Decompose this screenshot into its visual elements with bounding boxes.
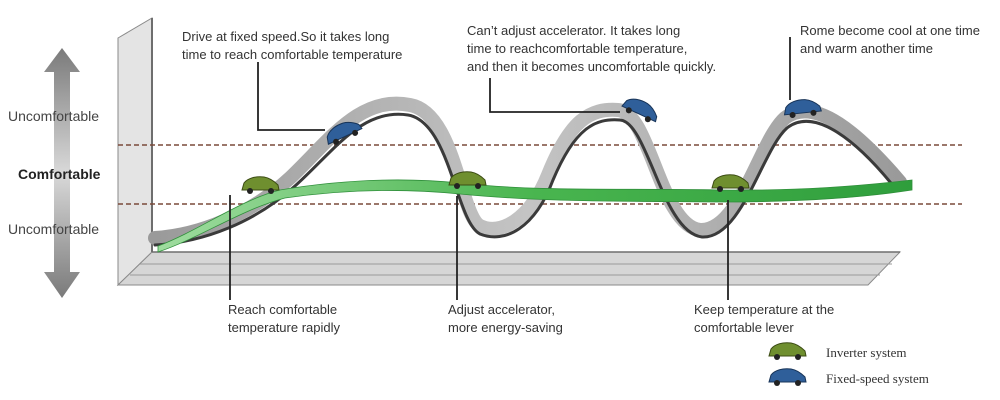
legend-inverter-label: Inverter system	[826, 345, 907, 360]
fixed-speed-note-line2: time to reach comfortable temperature	[182, 47, 402, 62]
level-label-bottom: Uncomfortable	[8, 221, 99, 237]
inverter-car-2	[448, 171, 487, 189]
rapid-note-line2: temperature rapidly	[228, 320, 340, 335]
fixed-speed-car-1	[326, 121, 363, 145]
room-note-line1: Rome become cool at one time	[800, 23, 980, 38]
accelerator-note-line1: Can’t adjust accelerator. It takes long	[467, 23, 680, 38]
accelerator-note-line3: and then it becomes uncomfortable quickl…	[467, 59, 716, 74]
accelerator-note-line2: time to reachcomfortable temperature,	[467, 41, 687, 56]
fixed-speed-note-line1: Drive at fixed speed.So it takes long	[182, 29, 389, 44]
callout-leaders	[229, 37, 791, 300]
saving-note-line2: more energy-saving	[448, 320, 563, 335]
comfort-scale-arrow	[44, 48, 80, 298]
level-label-comfortable: Comfortable	[18, 166, 101, 182]
legend-inverter-car-icon	[768, 342, 807, 360]
keep-note-line2: comfortable lever	[694, 320, 794, 335]
legend: Inverter system Fixed-speed system	[768, 342, 929, 386]
level-label-top: Uncomfortable	[8, 108, 99, 124]
saving-note-line1: Adjust accelerator,	[448, 302, 555, 317]
legend-fixed-speed-car-icon	[768, 368, 807, 386]
legend-fixed-speed-label: Fixed-speed system	[826, 371, 929, 386]
inverter-curve	[157, 179, 913, 253]
inverter-car-3	[711, 174, 750, 192]
inverter-car-1	[241, 176, 280, 194]
fixed-speed-car-2	[621, 98, 658, 123]
room-note-line2: and warm another time	[800, 41, 933, 56]
axis-frame	[116, 17, 902, 287]
fixed-speed-car-3	[783, 99, 822, 119]
rapid-note-line1: Reach comfortable	[228, 302, 337, 317]
keep-note-line1: Keep temperature at the	[694, 302, 834, 317]
fixed-speed-curve	[148, 96, 907, 247]
